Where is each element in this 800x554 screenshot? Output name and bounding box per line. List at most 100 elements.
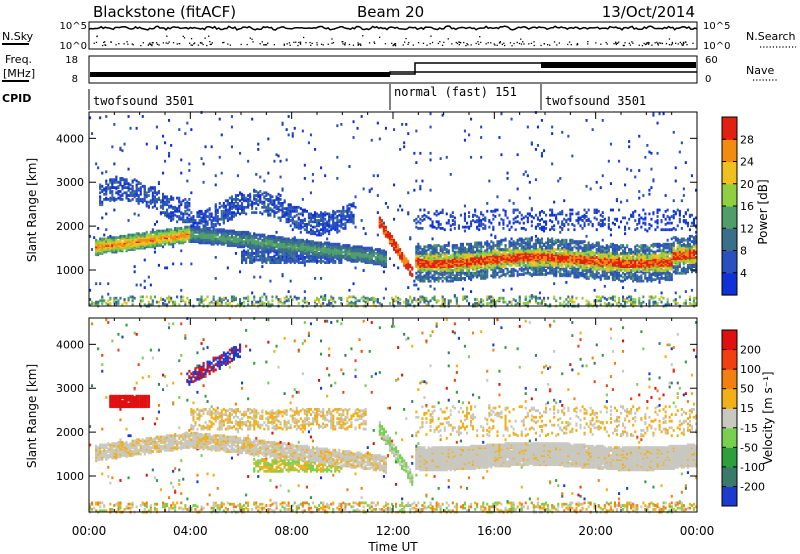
- heatmap-cell: [447, 244, 450, 247]
- heatmap-cell: [514, 241, 517, 245]
- heatmap-cell: [275, 295, 278, 299]
- heatmap-cell: [115, 178, 118, 182]
- heatmap-cell: [139, 186, 142, 189]
- heatmap-cell: [101, 188, 104, 192]
- heatmap-cell: [202, 232, 205, 236]
- heatmap-cell: [437, 266, 440, 270]
- heatmap-cell: [273, 259, 276, 263]
- heatmap-cell: [338, 229, 341, 233]
- heatmap-cell: [370, 187, 373, 191]
- heatmap-cell: [295, 223, 298, 226]
- heatmap-cell: [384, 287, 387, 291]
- nsearch-dot: [265, 44, 268, 46]
- nsearch-dot: [577, 43, 579, 46]
- heatmap-cell: [301, 129, 304, 133]
- nsearch-dot: [657, 44, 659, 46]
- heatmap-cell: [162, 232, 165, 236]
- heatmap-cell: [490, 245, 493, 249]
- heatmap-cell: [275, 249, 278, 253]
- heatmap-cell: [354, 296, 357, 300]
- nsearch-dot: [331, 38, 333, 40]
- heatmap-cell: [393, 183, 396, 187]
- heatmap-cell: [500, 253, 503, 257]
- heatmap-cell: [196, 221, 199, 225]
- heatmap-cell: [486, 240, 489, 243]
- heatmap-cell: [425, 277, 428, 280]
- heatmap-cell: [241, 230, 244, 234]
- heatmap-cell: [303, 242, 306, 246]
- heatmap-cell: [198, 232, 201, 236]
- nsearch-dot: [616, 42, 619, 44]
- heatmap-cell: [380, 219, 383, 222]
- heatmap-cell: [413, 296, 416, 300]
- heatmap-cell: [103, 233, 106, 237]
- heatmap-cell: [301, 219, 304, 222]
- heatmap-cell: [480, 219, 483, 222]
- heatmap-cell: [253, 211, 256, 214]
- heatmap-cell: [291, 298, 294, 301]
- heatmap-cell: [105, 237, 108, 241]
- heatmap-cell: [220, 133, 223, 137]
- heatmap-cell: [283, 207, 286, 210]
- heatmap-cell: [245, 232, 248, 236]
- heatmap-cell: [143, 232, 146, 236]
- heatmap-cell: [480, 224, 483, 228]
- heatmap-cell: [155, 192, 158, 196]
- heatmap-cell: [439, 248, 442, 251]
- heatmap-cell: [174, 227, 177, 230]
- nsearch-dot: [567, 43, 569, 46]
- heatmap-cell: [447, 273, 450, 276]
- nsearch-dot: [156, 43, 159, 45]
- heatmap-cell: [340, 296, 343, 300]
- heatmap-cell: [476, 215, 479, 218]
- nsearch-dot: [283, 43, 285, 45]
- heatmap-cell: [269, 303, 272, 307]
- noise-tick-low-right: 10^0: [703, 41, 730, 52]
- heatmap-cell: [421, 248, 424, 251]
- heatmap-cell: [269, 199, 272, 203]
- cpid-segment-3: twofsound 3501: [545, 94, 646, 108]
- heatmap-cell: [474, 208, 477, 212]
- heatmap-cell: [241, 253, 244, 257]
- heatmap-cell: [117, 249, 120, 253]
- heatmap-cell: [166, 296, 169, 300]
- heatmap-cell: [162, 211, 165, 214]
- heatmap-cell: [305, 223, 308, 226]
- heatmap-cell: [350, 252, 353, 255]
- heatmap-cell: [121, 248, 124, 251]
- heatmap-cell: [109, 178, 112, 182]
- heatmap-cell: [123, 298, 126, 301]
- heatmap-cell: [117, 180, 120, 184]
- heatmap-cell: [139, 190, 142, 193]
- heatmap-cell: [251, 203, 254, 207]
- heatmap-cell: [131, 299, 134, 303]
- heatmap-cell: [249, 241, 252, 245]
- heatmap-cell: [168, 238, 171, 242]
- heatmap-cell: [218, 217, 221, 221]
- heatmap-cell: [271, 256, 274, 259]
- nsearch-dot: [96, 35, 98, 37]
- heatmap-cell: [208, 227, 211, 230]
- heatmap-cell: [344, 253, 347, 257]
- nsearch-dot: [201, 42, 203, 44]
- heatmap-cell: [202, 215, 205, 218]
- heatmap-cell: [488, 219, 491, 222]
- heatmap-cell: [273, 209, 276, 213]
- heatmap-cell: [133, 195, 136, 199]
- heatmap-cell: [259, 190, 262, 193]
- heatmap-cell: [386, 230, 389, 234]
- heatmap-cell: [255, 194, 258, 197]
- nsearch-dot: [327, 43, 329, 45]
- heatmap-cell: [162, 195, 165, 199]
- heatmap-cell: [502, 257, 505, 261]
- heatmap-cell: [208, 215, 211, 218]
- heatmap-cell: [470, 245, 473, 249]
- heatmap-cell: [455, 250, 458, 254]
- heatmap-cell: [437, 225, 440, 229]
- heatmap-cell: [445, 258, 448, 262]
- heatmap-cell: [251, 303, 254, 307]
- heatmap-cell: [435, 253, 438, 257]
- heatmap-cell: [265, 298, 268, 301]
- heatmap-cell: [449, 173, 452, 176]
- heatmap-cell: [129, 295, 132, 299]
